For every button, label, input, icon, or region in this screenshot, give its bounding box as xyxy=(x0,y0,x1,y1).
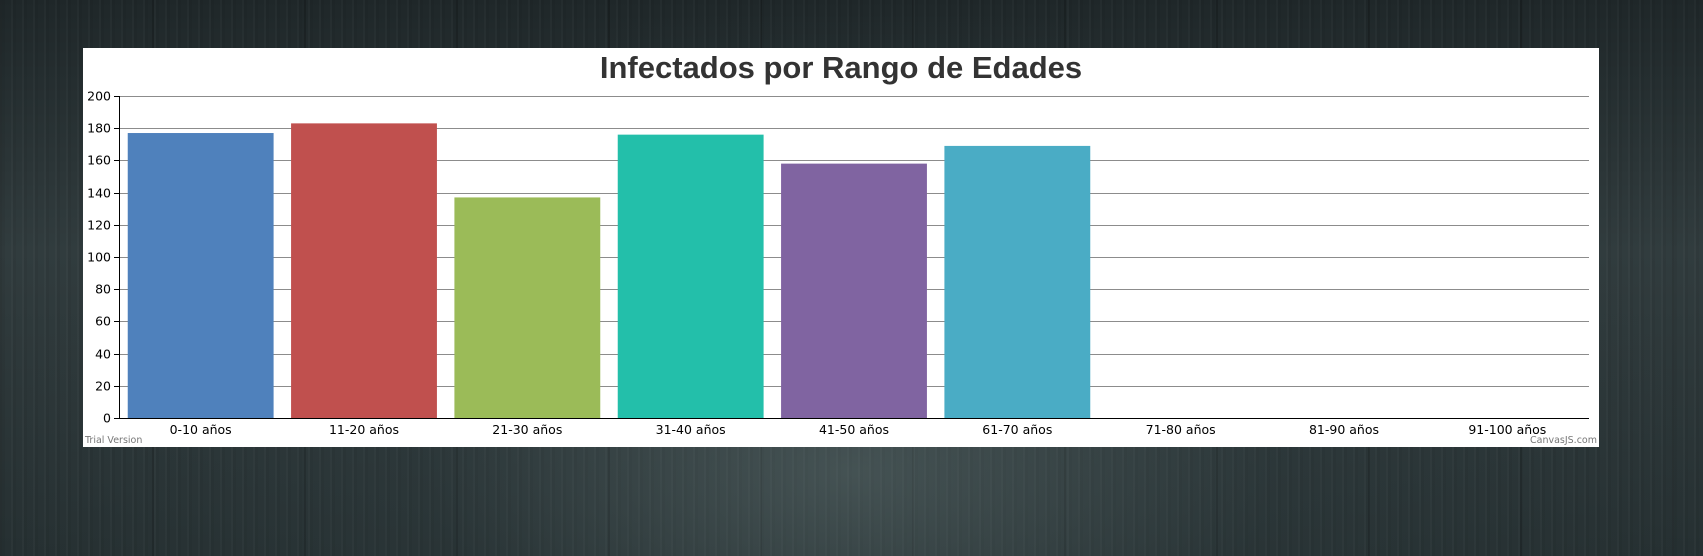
bar-1[interactable] xyxy=(127,133,274,418)
bar-4[interactable] xyxy=(617,134,764,418)
bars xyxy=(127,123,1091,419)
y-axis-ticks: 0 20 40 60 80 100 120 140 160 180 200 xyxy=(87,89,119,426)
x-tick-label: 0-10 años xyxy=(170,422,232,437)
y-tick-label: 140 xyxy=(87,186,111,201)
x-tick-label: 81-90 años xyxy=(1309,422,1379,437)
bar-3[interactable] xyxy=(454,197,601,418)
bar-chart: Infectados por Rango de Edades 0 20 40 60 80… xyxy=(84,50,1597,446)
y-tick-label: 200 xyxy=(87,89,111,104)
y-tick-label: 20 xyxy=(95,379,111,394)
bar-6[interactable] xyxy=(944,145,1091,418)
y-tick-label: 80 xyxy=(95,282,111,297)
y-tick-label: 160 xyxy=(87,153,111,168)
y-tick-label: 40 xyxy=(95,347,111,362)
x-tick-label: 71-80 años xyxy=(1146,422,1216,437)
chart-title: Infectados por Rango de Edades xyxy=(600,50,1082,85)
x-axis-ticks: 0-10 años 11-20 años 21-30 años 31-40 años 4… xyxy=(170,422,1547,437)
y-tick-label: 120 xyxy=(87,218,111,233)
x-tick-label: 31-40 años xyxy=(656,422,726,437)
bar-2[interactable] xyxy=(291,123,437,419)
bar-5[interactable] xyxy=(781,163,927,418)
x-tick-label: 11-20 años xyxy=(329,422,399,437)
y-tick-label: 100 xyxy=(87,250,111,265)
canvasjs-credit-link[interactable]: CanvasJS.com xyxy=(1530,435,1597,446)
trial-version-watermark: Trial Version xyxy=(84,435,142,446)
x-tick-label: 61-70 años xyxy=(982,422,1052,437)
chart-card: Infectados por Rango de Edades 0 20 40 60 80… xyxy=(83,48,1599,447)
x-tick-label: 41-50 años xyxy=(819,422,889,437)
x-tick-label: 21-30 años xyxy=(492,422,562,437)
x-tick-label: 91-100 años xyxy=(1468,422,1546,437)
y-tick-label: 60 xyxy=(95,314,111,329)
y-tick-label: 0 xyxy=(103,411,111,426)
y-tick-label: 180 xyxy=(87,121,111,136)
